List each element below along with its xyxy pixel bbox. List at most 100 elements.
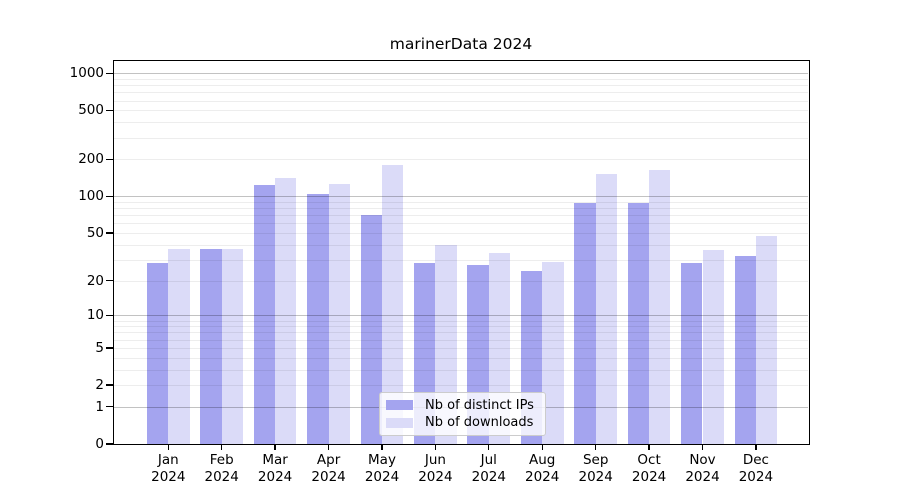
gridline-minor bbox=[114, 280, 808, 282]
x-axis-tick-label: Dec 2024 bbox=[738, 452, 774, 485]
x-axis-tick bbox=[274, 445, 276, 450]
legend-label-downloads: Nb of downloads bbox=[425, 415, 534, 431]
bar-downloads-8 bbox=[542, 261, 564, 444]
gridline-minor bbox=[114, 100, 808, 102]
y-axis-tick bbox=[106, 109, 113, 112]
x-axis-tick-label: Mar 2024 bbox=[257, 452, 293, 485]
y-axis-tick bbox=[106, 314, 113, 316]
legend: Nb of distinct IPs Nb of downloads bbox=[379, 392, 546, 436]
gridline-minor bbox=[114, 110, 808, 112]
y-axis-tick-label: 500 bbox=[78, 102, 104, 119]
legend-label-distinct-ips: Nb of distinct IPs bbox=[425, 397, 534, 413]
legend-item-distinct-ips: Nb of distinct IPs bbox=[386, 398, 539, 413]
bar-downloads-4 bbox=[328, 184, 350, 444]
y-axis-tick bbox=[106, 347, 113, 349]
bar-distinct-ips-5 bbox=[360, 215, 382, 444]
gridline-minor bbox=[114, 92, 808, 94]
plot-area bbox=[114, 61, 808, 444]
gridline-minor bbox=[114, 137, 808, 139]
legend-swatch-downloads bbox=[386, 417, 413, 428]
x-axis-tick bbox=[701, 445, 704, 450]
y-axis-tick bbox=[106, 72, 113, 74]
x-axis-tick bbox=[434, 445, 437, 450]
legend-item-downloads: Nb of downloads bbox=[386, 415, 539, 430]
bar-distinct-ips-9 bbox=[574, 202, 596, 444]
gridline-minor bbox=[114, 233, 808, 234]
legend-swatch-distinct-ips bbox=[386, 400, 413, 411]
bar-distinct-ips-12 bbox=[734, 256, 756, 444]
y-axis-tick bbox=[106, 406, 113, 408]
y-axis-tick bbox=[106, 232, 113, 234]
y-axis-tick bbox=[106, 384, 113, 386]
y-axis-tick-label: 1 bbox=[95, 398, 104, 415]
gridline-minor bbox=[114, 215, 808, 217]
gridline-major bbox=[114, 196, 808, 198]
bar-downloads-10 bbox=[649, 170, 671, 444]
gridline-minor bbox=[114, 244, 808, 246]
gridline-minor bbox=[114, 208, 808, 210]
gridline-minor bbox=[114, 369, 808, 371]
x-axis-tick-label: Sep 2024 bbox=[578, 452, 613, 485]
y-axis-tick bbox=[106, 158, 113, 161]
x-axis-tick bbox=[755, 445, 757, 450]
bar-distinct-ips-1 bbox=[146, 263, 169, 444]
bar-downloads-1 bbox=[168, 248, 190, 444]
y-axis-tick bbox=[106, 279, 113, 282]
x-axis-tick bbox=[167, 445, 169, 450]
gridline-major bbox=[114, 73, 808, 75]
x-axis-tick bbox=[648, 445, 650, 450]
x-axis-tick-label: Aug 2024 bbox=[525, 452, 560, 485]
y-axis-tick bbox=[106, 443, 113, 445]
x-axis-tick bbox=[488, 445, 490, 450]
gridline-minor bbox=[114, 326, 808, 328]
gridline-minor bbox=[114, 159, 808, 161]
bar-downloads-5 bbox=[382, 165, 404, 444]
gridline-minor bbox=[114, 347, 808, 349]
gridline-minor bbox=[114, 332, 808, 334]
gridline-minor bbox=[114, 320, 808, 322]
y-axis-tick-label: 10 bbox=[86, 307, 104, 324]
bar-distinct-ips-3 bbox=[253, 184, 276, 444]
bar-distinct-ips-2 bbox=[200, 248, 222, 444]
y-axis-tick-label: 5 bbox=[95, 339, 104, 356]
y-axis-tick-label: 1000 bbox=[69, 65, 104, 82]
x-axis-tick-label: Apr 2024 bbox=[311, 452, 346, 485]
gridline-minor bbox=[114, 357, 808, 359]
x-axis-tick bbox=[221, 445, 223, 450]
bar-downloads-9 bbox=[595, 174, 618, 444]
x-axis-tick-label: Nov 2024 bbox=[685, 452, 720, 485]
gridline-minor bbox=[114, 223, 808, 225]
bar-distinct-ips-10 bbox=[627, 202, 650, 444]
chart-title: marinerData 2024 bbox=[389, 35, 533, 53]
bar-downloads-2 bbox=[221, 248, 244, 444]
bar-distinct-ips-4 bbox=[307, 193, 329, 444]
gridline-minor bbox=[114, 385, 808, 387]
y-axis-tick bbox=[106, 195, 113, 198]
gridline-minor bbox=[114, 85, 808, 87]
x-axis-tick-label: Feb 2024 bbox=[204, 452, 239, 485]
y-axis-tick-label: 20 bbox=[86, 272, 104, 289]
gridline-major bbox=[114, 315, 808, 317]
bar-downloads-11 bbox=[702, 250, 724, 444]
bar-downloads-3 bbox=[275, 177, 297, 444]
x-axis-tick-label: Oct 2024 bbox=[631, 452, 667, 485]
x-axis-tick-label: May 2024 bbox=[364, 452, 400, 485]
y-axis-tick-label: 0 bbox=[95, 436, 104, 452]
x-axis-tick bbox=[541, 445, 543, 450]
bar-distinct-ips-11 bbox=[681, 263, 703, 444]
gridline-minor bbox=[114, 122, 808, 124]
bar-downloads-12 bbox=[755, 236, 778, 444]
gridline-minor bbox=[114, 339, 808, 341]
gridline-minor bbox=[114, 78, 808, 80]
x-axis-tick bbox=[327, 445, 330, 450]
y-axis-tick-label: 200 bbox=[78, 151, 104, 168]
y-axis-tick-label: 50 bbox=[86, 225, 104, 241]
gridline-minor bbox=[114, 202, 808, 203]
x-axis-tick-label: Jun 2024 bbox=[418, 452, 453, 485]
x-axis-tick-label: Jan 2024 bbox=[151, 452, 186, 485]
gridline-minor bbox=[114, 259, 808, 261]
y-axis-tick-label: 100 bbox=[78, 188, 104, 205]
x-axis-tick bbox=[381, 445, 383, 450]
x-axis-tick bbox=[595, 445, 597, 450]
